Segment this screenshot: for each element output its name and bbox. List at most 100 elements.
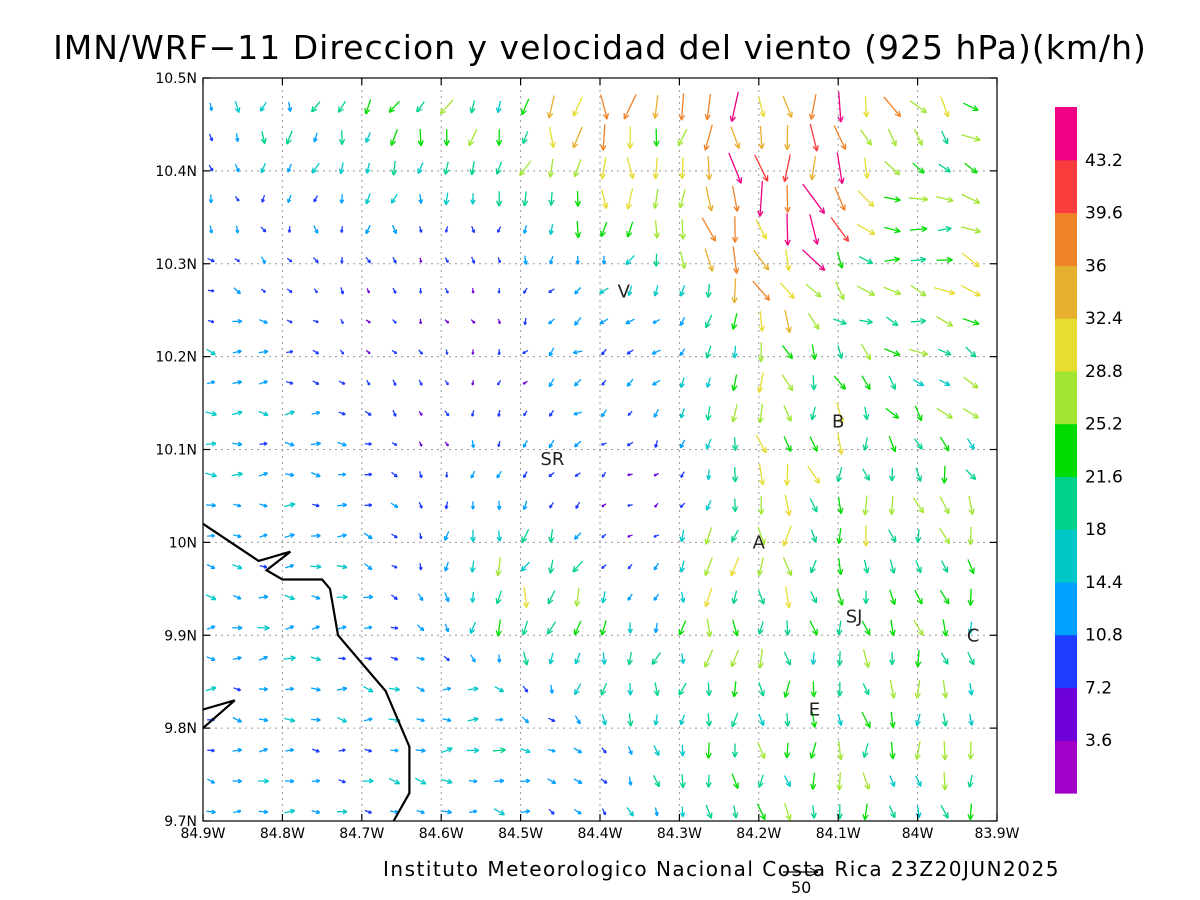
wind-vector [941,680,949,699]
wind-vector [497,654,502,663]
wind-vector [809,498,818,513]
wind-vector [968,495,975,515]
wind-vector [338,779,346,784]
wind-vector [914,589,923,605]
wind-vector [862,590,870,605]
wind-vector [856,285,876,296]
wind-vector [783,463,791,486]
wind-vector [417,128,424,147]
wind-vector [548,288,555,294]
wind-vector [961,134,981,142]
colorbar-segment [1055,370,1077,425]
wind-vector [418,349,424,355]
wind-vector [285,130,293,145]
wind-vector [626,806,635,817]
wind-vector [834,186,846,211]
wind-vector [442,686,452,692]
wind-vector [468,809,478,814]
wind-vector [468,779,478,784]
wind-vector [494,778,505,784]
wind-vector [444,561,449,572]
wind-vector [732,619,739,637]
wind-vector [523,255,528,265]
wind-vector [627,622,633,634]
wind-vector [470,591,476,603]
wind-vector [547,778,557,785]
wind-vector [679,502,686,509]
wind-vector [258,349,269,355]
place-labels: V SR B A SJ C E [540,282,979,721]
wind-vector [888,495,896,515]
wind-vector [233,534,242,539]
wind-vector [496,226,502,233]
wind-vector [704,587,713,608]
wind-vector [757,403,764,424]
wind-vector [469,560,476,573]
wind-vector [963,102,979,112]
wind-vector [625,318,635,325]
wind-vector [313,225,319,234]
wind-vector [704,649,714,668]
wind-vector [862,495,869,516]
wind-vector [364,442,372,446]
wind-vector [939,496,950,515]
wind-vector [830,216,850,242]
wind-vector [968,713,974,726]
wind-vector [209,225,214,234]
wind-vectors [205,91,981,821]
wind-vector [310,441,321,447]
wind-vector [653,128,660,147]
wind-vector [837,433,844,455]
wind-vector [679,348,686,356]
wind-vector [206,625,216,630]
wind-vector [520,809,531,814]
wind-vector [258,655,268,661]
wind-vector [731,278,738,304]
wind-vector [810,375,817,391]
wind-vector [573,159,582,178]
wind-vector [338,472,347,477]
wind-vector [884,256,901,263]
wind-vector [520,747,531,754]
wind-vector [757,741,766,760]
wind-vector [679,285,686,297]
wind-vector [888,435,897,453]
wind-vector [363,532,373,540]
wind-vector [207,257,215,263]
wind-vector [521,529,530,543]
wind-vector [935,195,954,203]
wind-vector [575,501,581,510]
wind-vector [861,620,871,636]
wind-vector [939,436,950,452]
wind-vector [444,226,449,233]
wind-vector [521,620,529,636]
wind-vector [731,590,738,605]
wind-vector [600,682,608,696]
colorbar-segment [1055,107,1077,161]
wind-vector [444,531,450,541]
wind-vector [208,133,214,142]
wind-vector [836,467,843,483]
wind-vector [703,124,713,151]
wind-vector [601,503,607,508]
wind-vector [757,774,764,788]
wind-vector [233,503,242,508]
wind-vector [311,717,321,723]
wind-vector [809,156,817,181]
wind-vector [889,468,896,482]
wind-vector [939,379,951,387]
place-label: E [809,700,820,721]
wind-vector [809,559,817,574]
wind-vector [258,471,269,477]
wind-vector [600,409,608,418]
wind-vector [337,100,347,113]
wind-vector [757,342,765,363]
wind-vector [366,379,371,386]
wind-vector [833,318,847,325]
colorbar-segment [1055,212,1077,266]
wind-vector [259,503,268,508]
wind-vector [942,619,949,637]
wind-vector [419,226,423,233]
wind-vector [284,533,295,538]
wind-vector [626,157,635,180]
